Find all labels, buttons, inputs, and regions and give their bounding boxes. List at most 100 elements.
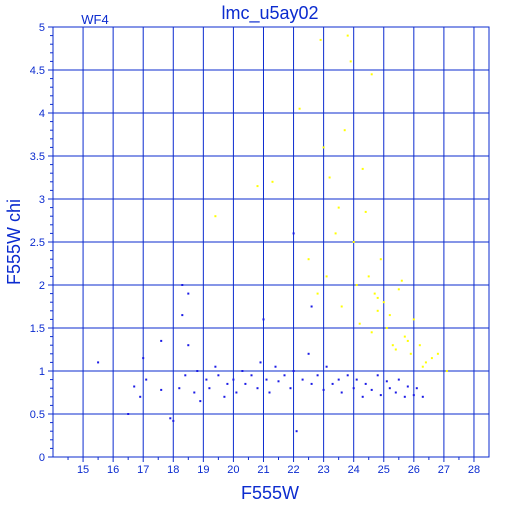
x-tick-label: 23 <box>317 464 329 476</box>
data-point <box>403 395 406 398</box>
data-point <box>274 365 277 368</box>
data-point <box>346 374 349 377</box>
data-point <box>388 314 391 317</box>
data-point <box>358 322 361 325</box>
y-tick-label: 1 <box>39 366 45 378</box>
data-point <box>394 391 397 394</box>
data-point <box>373 292 376 295</box>
y-tick-label: 3 <box>39 194 45 206</box>
data-point <box>184 374 187 377</box>
data-point <box>208 387 211 390</box>
data-point <box>406 339 409 342</box>
data-point <box>223 395 226 398</box>
y-tick-label: 0 <box>39 452 45 464</box>
data-point <box>262 318 265 321</box>
x-tick-label: 28 <box>468 464 480 476</box>
chart-title: lmc_u5ay02 <box>221 3 318 24</box>
data-point <box>244 382 247 385</box>
x-tick-label: 21 <box>257 464 269 476</box>
data-point <box>142 357 145 360</box>
data-point <box>355 378 358 381</box>
data-point <box>205 378 208 381</box>
data-point <box>127 413 130 415</box>
data-point <box>295 430 298 433</box>
data-point <box>301 378 304 381</box>
data-point <box>424 361 427 364</box>
data-point <box>277 380 280 383</box>
data-point <box>361 167 364 170</box>
data-point <box>337 206 340 209</box>
data-point <box>292 370 295 372</box>
data-point <box>283 374 286 377</box>
data-point <box>445 370 448 372</box>
data-point <box>409 352 412 355</box>
y-tick-label: 2.5 <box>30 237 45 249</box>
data-point <box>199 400 202 403</box>
data-point <box>385 327 388 329</box>
data-point <box>361 395 364 398</box>
data-point <box>241 370 244 372</box>
data-point <box>352 241 355 243</box>
data-point <box>160 339 163 342</box>
data-point <box>370 73 373 76</box>
x-tick-label: 24 <box>348 464 360 476</box>
data-point <box>415 387 418 390</box>
data-point <box>370 388 373 391</box>
x-tick-label: 18 <box>167 464 179 476</box>
data-point <box>331 382 334 385</box>
data-point <box>436 352 439 355</box>
data-point <box>235 391 238 394</box>
data-point <box>133 385 136 388</box>
data-point <box>172 419 175 422</box>
x-tick-label: 17 <box>137 464 149 476</box>
data-point <box>268 391 271 394</box>
y-tick-label: 5 <box>39 22 45 34</box>
data-point <box>385 380 388 383</box>
data-point <box>310 305 313 308</box>
x-tick-label: 20 <box>227 464 239 476</box>
x-axis-label: F555W <box>241 483 299 503</box>
data-point <box>364 210 367 213</box>
data-point <box>307 258 310 261</box>
data-point <box>394 348 397 351</box>
data-point <box>217 374 220 377</box>
data-point <box>412 394 415 397</box>
data-point <box>412 318 415 321</box>
data-point <box>232 378 235 381</box>
data-point <box>187 292 190 295</box>
data-point <box>379 394 382 397</box>
data-point <box>310 382 313 385</box>
data-point <box>256 387 259 390</box>
y-tick-label: 2 <box>39 280 45 292</box>
y-tick-label: 0.5 <box>30 409 45 421</box>
x-tick-label: 25 <box>378 464 390 476</box>
data-point <box>346 34 349 37</box>
data-point <box>265 378 268 381</box>
data-point <box>181 284 184 286</box>
y-axis-label: F555W chi <box>4 199 24 285</box>
data-point <box>370 331 373 334</box>
data-point <box>337 378 340 381</box>
data-point <box>259 361 262 364</box>
tick-labels: 15 16 17 18 19 20 21 22 23 24 25 26 27 28 0 0.5 1 1.5 2 2.5… <box>30 22 480 476</box>
data-point <box>421 365 424 368</box>
x-tick-label: 15 <box>77 464 89 476</box>
data-point <box>196 370 199 372</box>
data-point <box>307 352 310 355</box>
data-point <box>298 107 301 110</box>
data-point <box>400 279 403 282</box>
data-point <box>178 387 181 390</box>
data-point <box>145 378 148 381</box>
data-point <box>382 301 385 304</box>
data-point <box>406 385 409 388</box>
chip-annotation: WF4 <box>81 12 108 27</box>
y-tick-label: 3.5 <box>30 151 45 163</box>
data-point <box>391 344 394 347</box>
data-point <box>256 185 259 188</box>
data-point <box>340 305 343 308</box>
data-point <box>193 391 196 394</box>
data-point <box>181 314 184 317</box>
data-point <box>367 275 370 278</box>
data-point <box>388 387 391 390</box>
